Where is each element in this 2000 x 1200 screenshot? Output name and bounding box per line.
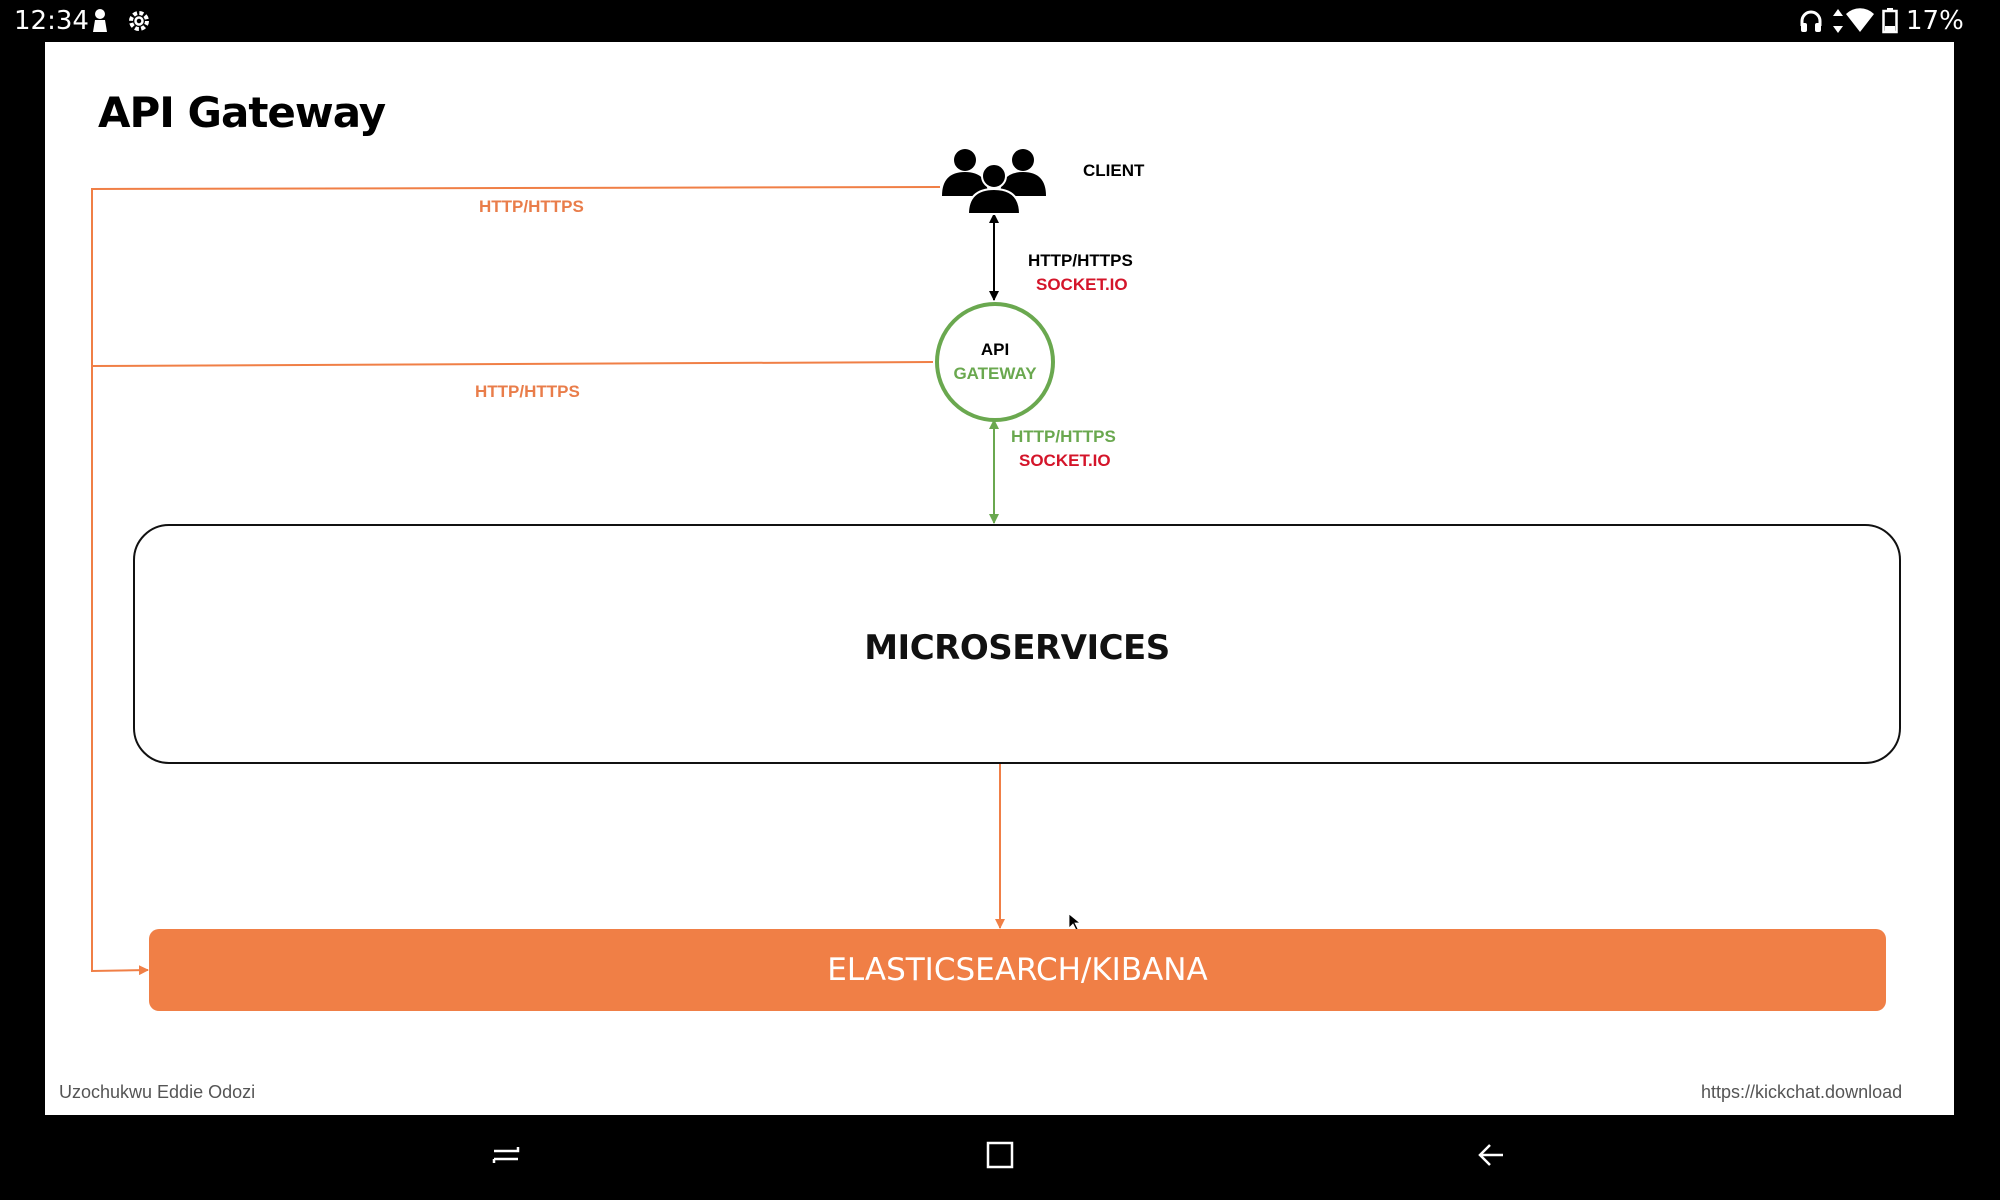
mouse-cursor-icon	[1068, 913, 1082, 931]
client-users-icon	[942, 149, 1046, 215]
slide: API Gateway	[45, 42, 1954, 1115]
notification-person-icon	[90, 8, 110, 39]
author-label: Uzochukwu Eddie Odozi	[59, 1082, 256, 1102]
gateway-protocol-label: HTTP/HTTPS	[1011, 427, 1116, 446]
gateway-socket-label: SOCKET.IO	[1019, 451, 1111, 470]
wifi-icon	[1846, 8, 1874, 37]
slide-title: API Gateway	[98, 88, 386, 137]
url-label: https://kickchat.download	[1701, 1082, 1903, 1102]
microservices-box: MICROSERVICES	[133, 524, 1901, 764]
status-bar: 12:34 17%	[0, 0, 2000, 42]
client-elastic-connector	[91, 186, 941, 976]
client-socket-label: SOCKET.IO	[1036, 275, 1128, 294]
recents-button[interactable]	[490, 1139, 522, 1176]
diagram-connectors	[91, 149, 1082, 976]
battery-percent: 17%	[1906, 6, 1964, 36]
status-time: 12:34	[14, 6, 89, 36]
elastic-label: ELASTICSEARCH/KIBANA	[827, 952, 1208, 988]
battery-icon	[1882, 8, 1898, 39]
client-label: CLIENT	[1083, 161, 1145, 180]
client-protocol-label: HTTP/HTTPS	[1028, 251, 1133, 270]
back-button[interactable]	[1475, 1139, 1507, 1176]
settings-gear-icon	[126, 8, 152, 39]
gateway-label-line1: API	[980, 340, 1010, 359]
top-link-label: HTTP/HTTPS	[479, 197, 584, 216]
headphones-icon	[1798, 8, 1824, 39]
gateway-left-connector	[91, 361, 934, 367]
microservices-label: MICROSERVICES	[864, 628, 1170, 668]
navigation-bar	[0, 1115, 2000, 1200]
home-button[interactable]	[984, 1139, 1016, 1176]
elasticsearch-kibana-box: ELASTICSEARCH/KIBANA	[149, 929, 1886, 1011]
api-gateway-node: API GATEWAY	[935, 302, 1055, 422]
data-arrows-icon	[1832, 8, 1844, 39]
mid-link-label: HTTP/HTTPS	[475, 382, 580, 401]
gateway-label-line2: GATEWAY	[953, 364, 1037, 383]
